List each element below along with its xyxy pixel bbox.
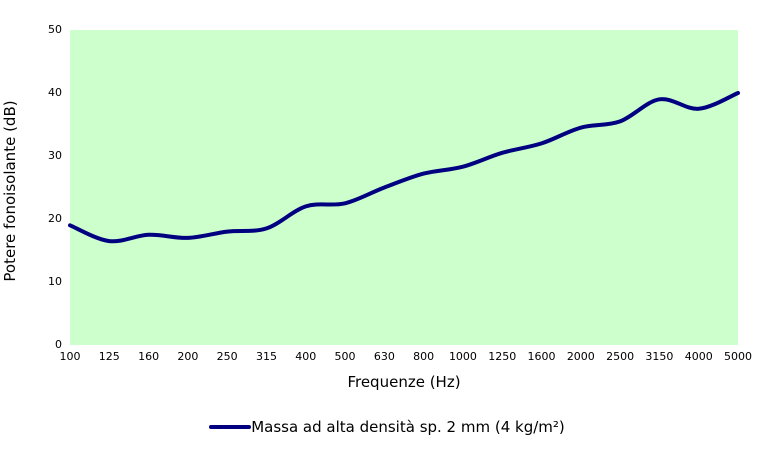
y-tick-label: 20 [48, 212, 62, 225]
y-tick-label: 10 [48, 275, 62, 288]
x-tick-label: 1600 [527, 350, 556, 363]
x-tick-label: 100 [59, 350, 81, 363]
legend-line-swatch [209, 425, 252, 429]
plot-area [70, 30, 738, 345]
x-tick-label: 2000 [566, 350, 595, 363]
x-tick-label: 2500 [606, 350, 635, 363]
x-tick-label: 315 [255, 350, 277, 363]
y-tick-label: 0 [55, 338, 62, 351]
x-tick-label: 5000 [724, 350, 752, 363]
x-tick-label: 500 [334, 350, 356, 363]
x-axis-title: Frequenze (Hz) [347, 373, 461, 391]
x-tick-label: 630 [373, 350, 395, 363]
legend-series-label: Massa ad alta densità sp. 2 mm (4 kg/m²) [251, 418, 565, 436]
legend: Massa ad alta densità sp. 2 mm (4 kg/m²) [0, 418, 774, 436]
x-tick-label: 1250 [488, 350, 517, 363]
x-tick-label: 3150 [645, 350, 674, 363]
x-tick-label: 200 [177, 350, 199, 363]
y-axis-title: Potere fonoisolante (dB) [1, 100, 19, 282]
x-tick-label: 4000 [684, 350, 713, 363]
x-tick-label: 125 [98, 350, 120, 363]
x-tick-label: 400 [295, 350, 317, 363]
x-tick-label: 160 [138, 350, 160, 363]
x-tick-label: 250 [216, 350, 238, 363]
y-tick-label: 30 [48, 149, 62, 162]
y-tick-label: 50 [48, 23, 62, 36]
x-tick-label: 800 [413, 350, 435, 363]
series-line-massa-alta-densita [68, 91, 740, 244]
x-tick-label: 1000 [448, 350, 477, 363]
y-tick-label: 40 [48, 86, 62, 99]
